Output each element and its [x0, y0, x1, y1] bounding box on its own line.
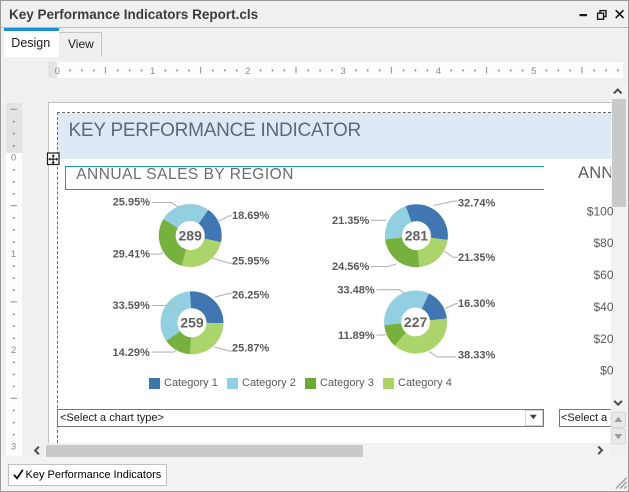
- svg-text:289: 289: [179, 227, 203, 243]
- svg-text:$0: $0: [600, 363, 614, 377]
- svg-text:4: 4: [436, 66, 441, 77]
- svg-text:2: 2: [245, 66, 250, 77]
- svg-text:$80: $80: [593, 236, 613, 250]
- svg-text:$60: $60: [593, 268, 613, 282]
- svg-text:25.87%: 25.87%: [232, 342, 270, 354]
- svg-text:2: 2: [11, 345, 16, 356]
- svg-text:0: 0: [11, 153, 16, 164]
- svg-text:21.35%: 21.35%: [332, 215, 370, 227]
- svg-text:18.69%: 18.69%: [232, 210, 270, 222]
- svg-text:259: 259: [180, 315, 204, 331]
- svg-text:5: 5: [531, 66, 536, 77]
- svg-text:25.95%: 25.95%: [232, 256, 270, 268]
- svg-text:1: 1: [11, 249, 16, 260]
- svg-text:32.74%: 32.74%: [458, 198, 496, 210]
- svg-text:1: 1: [150, 66, 155, 77]
- svg-text:$40: $40: [593, 300, 613, 314]
- svg-text:24.56%: 24.56%: [332, 261, 370, 273]
- svg-text:25.95%: 25.95%: [113, 197, 151, 209]
- svg-text:281: 281: [405, 228, 429, 244]
- svg-text:$20: $20: [593, 332, 613, 346]
- svg-text:33.48%: 33.48%: [337, 285, 375, 297]
- svg-text:11.89%: 11.89%: [338, 330, 375, 342]
- svg-text:38.33%: 38.33%: [458, 350, 496, 362]
- svg-text:3: 3: [11, 441, 16, 452]
- svg-text:29.41%: 29.41%: [113, 249, 151, 261]
- svg-text:21.35%: 21.35%: [458, 252, 496, 264]
- svg-text:0: 0: [55, 66, 60, 77]
- svg-text:26.25%: 26.25%: [232, 290, 270, 302]
- svg-text:227: 227: [404, 314, 428, 330]
- svg-text:$100: $100: [587, 204, 614, 218]
- svg-text:33.59%: 33.59%: [112, 300, 150, 312]
- svg-text:16.30%: 16.30%: [458, 298, 496, 310]
- svg-text:3: 3: [341, 66, 346, 77]
- svg-text:14.29%: 14.29%: [112, 347, 150, 359]
